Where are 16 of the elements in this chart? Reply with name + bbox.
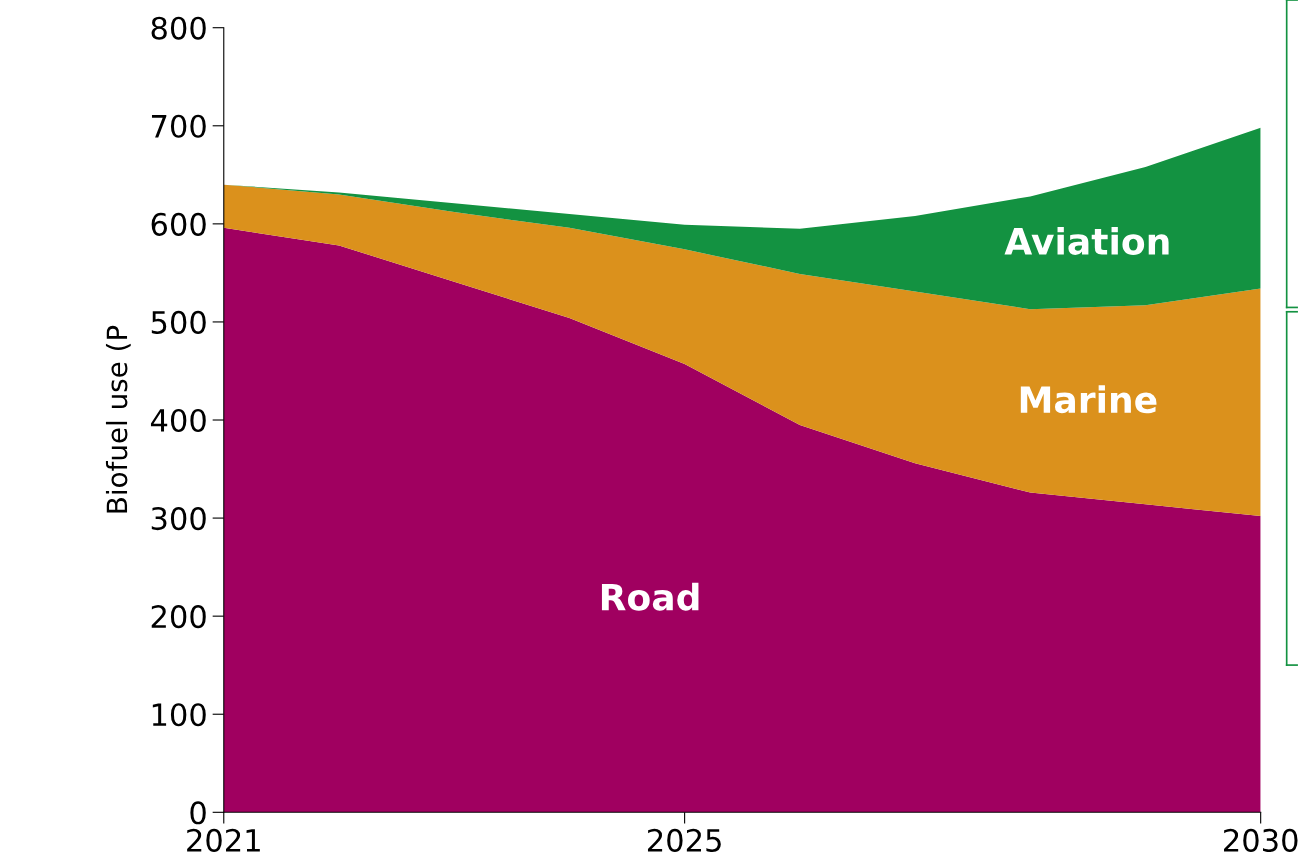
series-label: Road — [601, 582, 699, 611]
x-tick-label: 2025 — [647, 828, 721, 852]
x-tick-label: 2021 — [187, 828, 260, 852]
y-tick-label: 600 — [151, 212, 206, 236]
series-label: Marine — [1020, 385, 1157, 414]
series-label: Aviation — [1004, 226, 1169, 255]
y-tick-label: 0 — [190, 801, 206, 825]
x-tick-label: 2030 — [1224, 828, 1298, 852]
y-tick-label: 700 — [151, 114, 206, 138]
y-tick-label: 200 — [151, 605, 206, 629]
y-tick-label: 300 — [151, 507, 206, 531]
y-axis-title: Biofuel use (P — [105, 325, 131, 513]
y-tick-label: 800 — [151, 16, 206, 40]
y-tick-label: 500 — [151, 310, 206, 334]
y-tick-label: 400 — [150, 408, 206, 433]
y-tick-label: 100 — [152, 703, 206, 727]
